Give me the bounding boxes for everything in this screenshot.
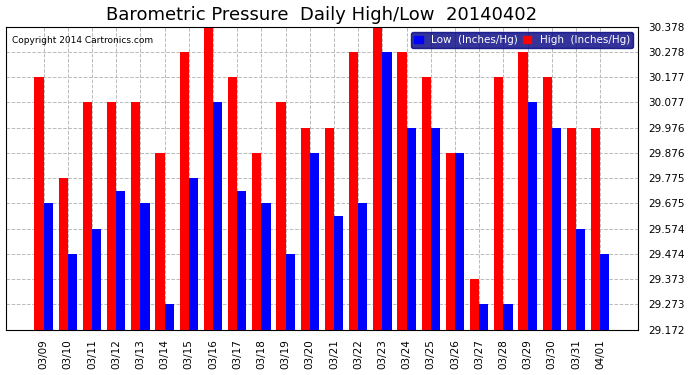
Bar — [204, 27, 213, 330]
Bar — [480, 304, 489, 330]
Bar — [552, 128, 561, 330]
Bar — [213, 102, 222, 330]
Bar — [567, 128, 576, 330]
Bar — [83, 102, 92, 330]
Bar — [228, 77, 237, 330]
Bar — [164, 304, 174, 330]
Bar — [140, 203, 150, 330]
Bar — [325, 128, 334, 330]
Bar — [310, 153, 319, 330]
Bar — [455, 153, 464, 330]
Bar — [131, 102, 140, 330]
Bar — [301, 128, 310, 330]
Bar — [349, 52, 358, 330]
Bar — [576, 229, 585, 330]
Bar — [43, 203, 52, 330]
Bar — [470, 279, 480, 330]
Bar — [591, 128, 600, 330]
Bar — [518, 52, 528, 330]
Bar — [107, 102, 116, 330]
Bar — [504, 304, 513, 330]
Bar — [542, 77, 552, 330]
Bar — [286, 254, 295, 330]
Bar — [600, 254, 609, 330]
Bar — [34, 77, 43, 330]
Bar — [494, 77, 504, 330]
Bar — [237, 191, 246, 330]
Bar — [116, 191, 126, 330]
Bar — [446, 153, 455, 330]
Bar — [431, 128, 440, 330]
Bar — [528, 102, 537, 330]
Text: Copyright 2014 Cartronics.com: Copyright 2014 Cartronics.com — [12, 36, 153, 45]
Bar — [262, 203, 270, 330]
Title: Barometric Pressure  Daily High/Low  20140402: Barometric Pressure Daily High/Low 20140… — [106, 6, 538, 24]
Bar — [68, 254, 77, 330]
Bar — [59, 178, 68, 330]
Bar — [382, 52, 392, 330]
Bar — [277, 102, 286, 330]
Bar — [334, 216, 343, 330]
Bar — [406, 128, 416, 330]
Legend: Low  (Inches/Hg), High  (Inches/Hg): Low (Inches/Hg), High (Inches/Hg) — [411, 32, 633, 48]
Bar — [373, 27, 382, 330]
Bar — [189, 178, 198, 330]
Bar — [422, 77, 431, 330]
Bar — [179, 52, 189, 330]
Bar — [155, 153, 164, 330]
Bar — [358, 203, 367, 330]
Bar — [92, 229, 101, 330]
Bar — [397, 52, 406, 330]
Bar — [252, 153, 262, 330]
